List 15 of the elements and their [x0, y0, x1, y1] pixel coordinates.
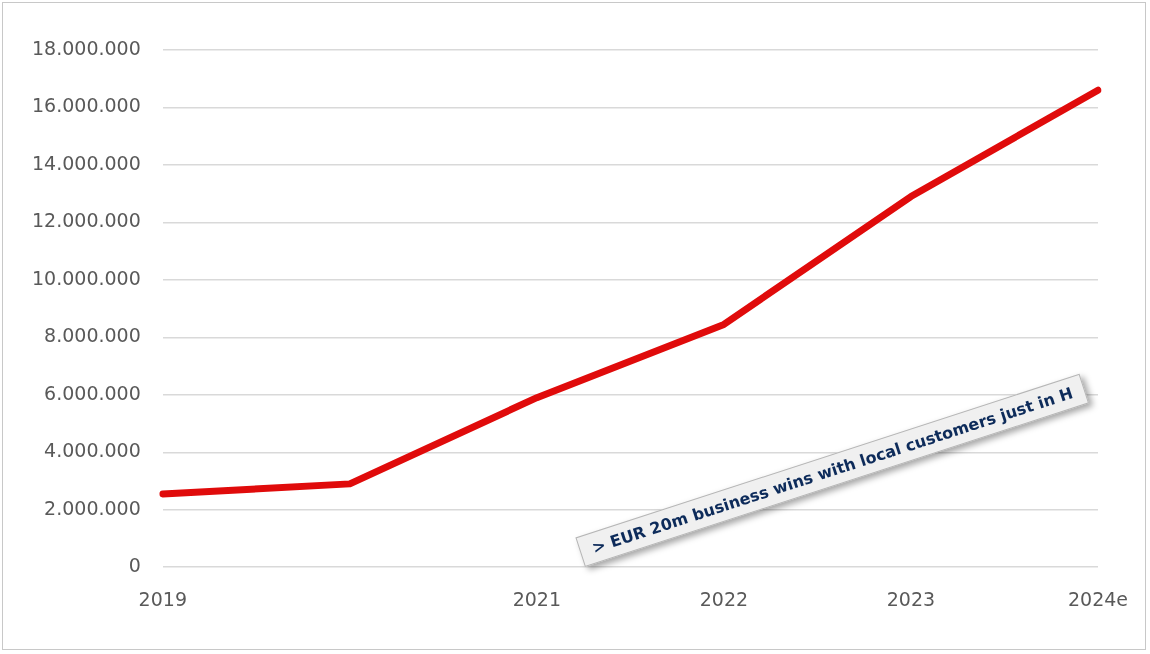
y-tick-label: 8.000.000 — [44, 324, 141, 347]
y-tick-label: 14.000.000 — [31, 151, 141, 174]
y-tick-label: 10.000.000 — [31, 266, 141, 289]
y-tick-label: 4.000.000 — [44, 439, 141, 462]
x-tick-label: 2019 — [138, 587, 187, 610]
y-tick-label: 12.000.000 — [31, 209, 141, 232]
x-tick-label: 2023 — [886, 587, 936, 610]
x-tick-label: 2022 — [699, 587, 749, 610]
y-tick-label: 18.000.000 — [31, 36, 141, 59]
x-tick-label: 2024e — [1067, 587, 1128, 610]
y-tick-label: 6.000.000 — [44, 381, 141, 404]
y-tick-label: 2.000.000 — [44, 496, 141, 519]
y-tick-label: 16.000.000 — [31, 94, 141, 117]
y-tick-label: 0 — [128, 554, 141, 577]
x-tick-label: 2021 — [512, 587, 562, 610]
